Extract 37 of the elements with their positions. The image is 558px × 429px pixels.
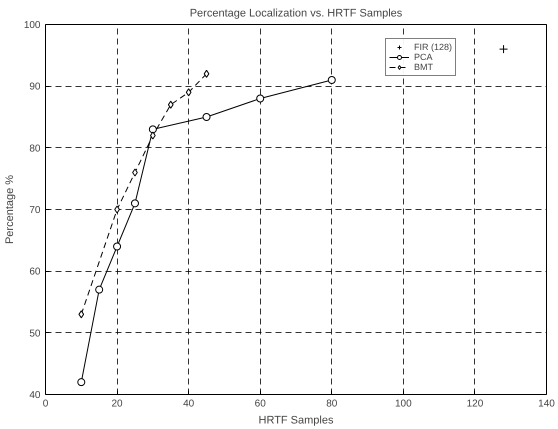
y-tick-label: 50 [29, 328, 41, 340]
point [186, 88, 192, 96]
x-tick-label: 140 [538, 398, 556, 410]
y-tick-label: 80 [29, 143, 41, 154]
x-tick-label: 20 [112, 398, 124, 410]
point [168, 100, 174, 109]
point [77, 378, 86, 386]
y-tick-label: 90 [29, 82, 41, 93]
y-axis-title: Percentage % [4, 174, 16, 244]
x-tick-label: 80 [326, 398, 338, 410]
point [114, 206, 120, 214]
x-axis-title: HRTF Samples [258, 414, 334, 426]
y-tick-label: 60 [29, 266, 41, 278]
point [78, 310, 84, 318]
legend-label: BMT [414, 62, 434, 72]
point [202, 113, 211, 121]
point [95, 286, 104, 294]
x-tick-label: 0 [42, 398, 49, 410]
point [328, 76, 336, 84]
point [204, 70, 210, 78]
point [150, 132, 156, 140]
x-tick-label: 100 [395, 398, 412, 410]
x-tick-label: 60 [254, 398, 266, 410]
point [148, 125, 157, 134]
point [499, 44, 508, 54]
legend-label: FIR (128) [414, 42, 452, 52]
x-tick-label: 40 [183, 398, 195, 410]
point [132, 168, 138, 176]
y-tick-label: 40 [29, 390, 41, 401]
x-tick-label: 120 [466, 398, 484, 410]
chart-title: Percentage Localization vs. HRTF Samples [190, 8, 403, 20]
point [113, 242, 122, 250]
y-tick-label: 70 [29, 205, 41, 216]
point [130, 199, 139, 208]
point [256, 94, 264, 102]
y-tick-label: 100 [24, 20, 41, 31]
legend-label: PCA [414, 52, 434, 62]
